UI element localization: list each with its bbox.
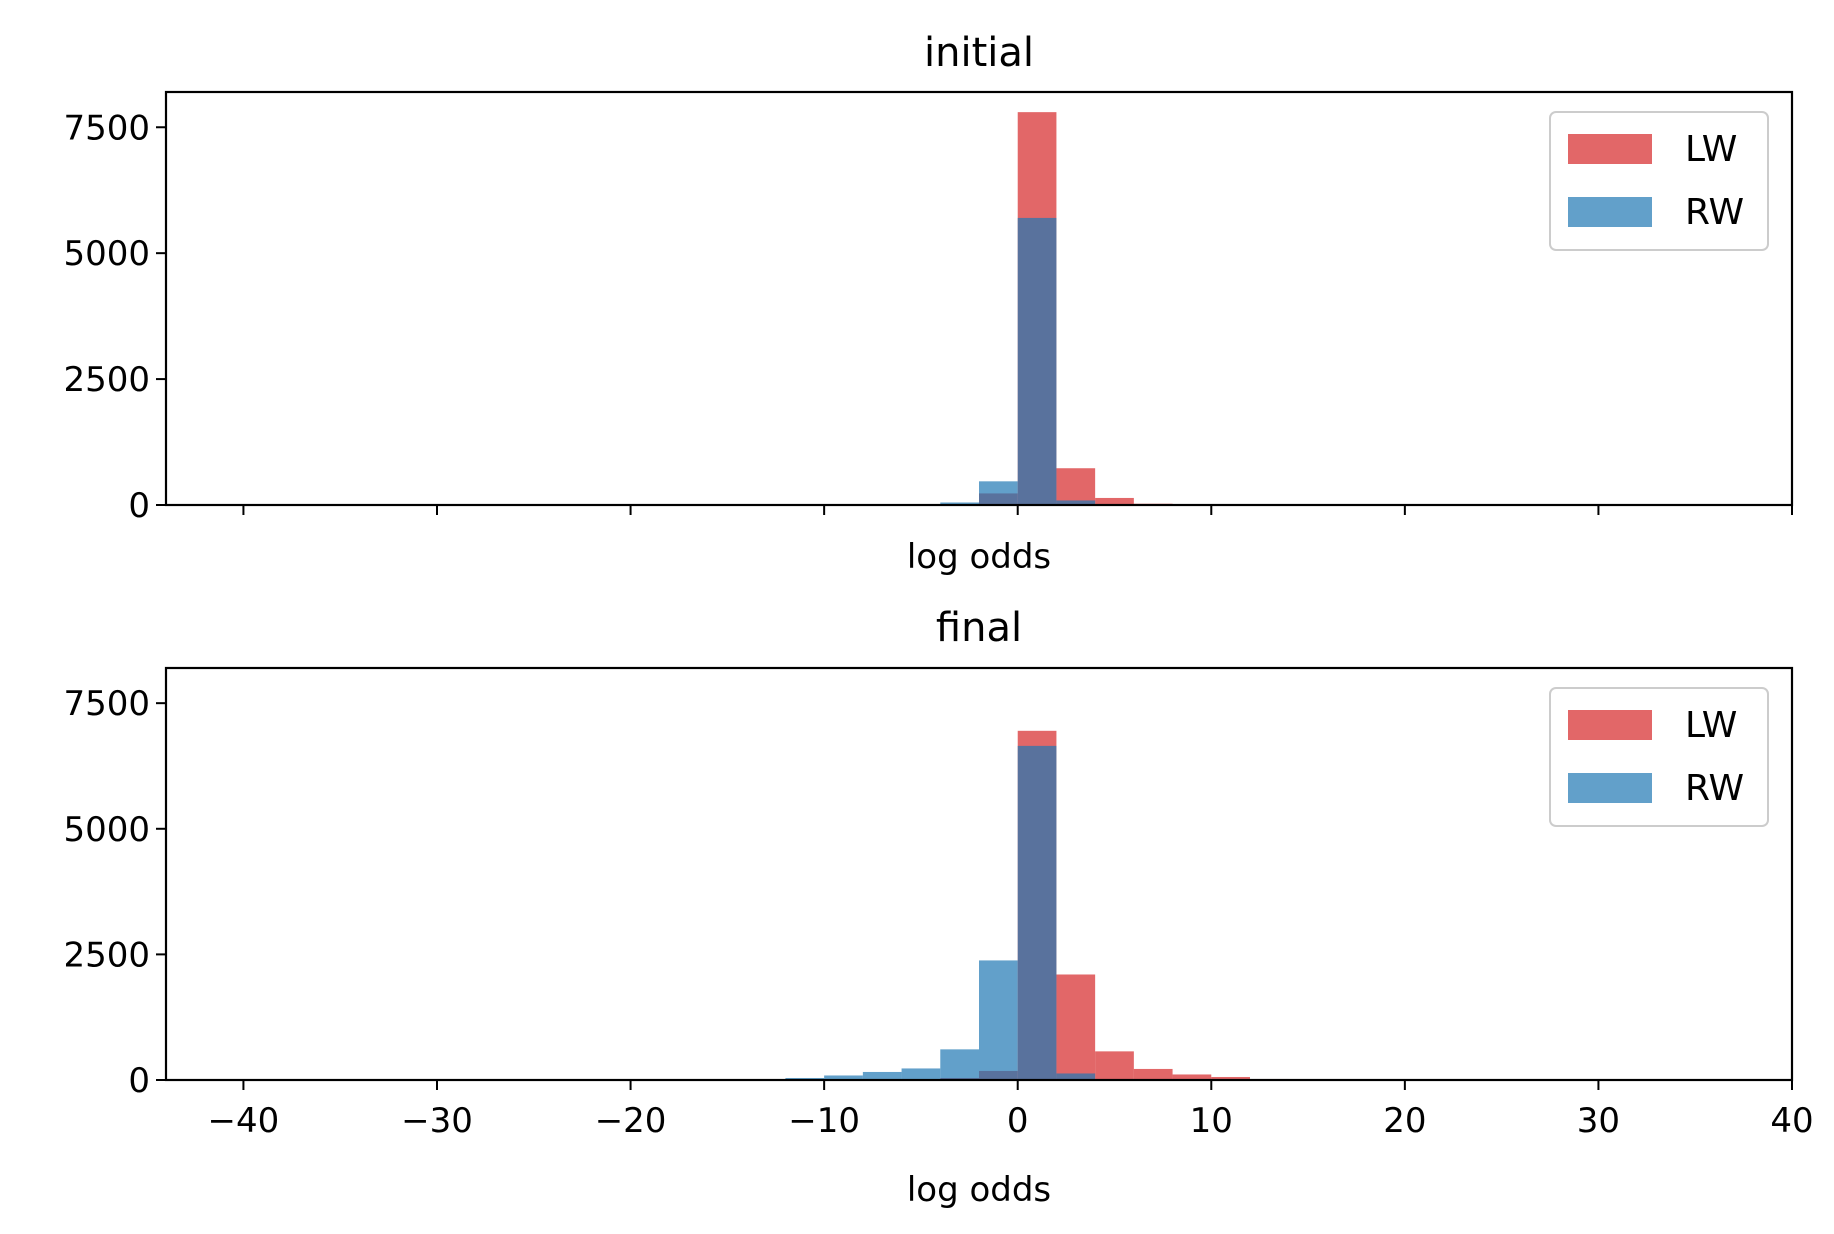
bar-LW-4 bbox=[1095, 497, 1134, 505]
y-tick-label: 2500 bbox=[63, 935, 150, 975]
legend-swatch-RW bbox=[1568, 197, 1652, 227]
panel-title: initial bbox=[924, 30, 1034, 76]
x-tick-label: −20 bbox=[595, 1101, 667, 1141]
legend-label-LW: LW bbox=[1685, 129, 1737, 170]
panel-title: final bbox=[936, 605, 1022, 651]
legend-swatch-LW bbox=[1568, 710, 1652, 740]
bar-RW--2 bbox=[979, 960, 1018, 1080]
bar-RW-0 bbox=[1017, 745, 1057, 1080]
y-tick-label: 5000 bbox=[63, 810, 150, 850]
legend-label-RW: RW bbox=[1685, 192, 1744, 233]
x-tick-label: 0 bbox=[1007, 1101, 1029, 1141]
x-tick-label: 20 bbox=[1383, 1101, 1426, 1141]
x-tick-label: −10 bbox=[788, 1101, 860, 1141]
x-tick-label: −30 bbox=[401, 1101, 473, 1141]
bar-LW-2 bbox=[1056, 468, 1096, 505]
subplot-final: final 0 2500 5000 7500 −40 −30 −20 −10 0 10 20 30 40 l… bbox=[63, 605, 1813, 1210]
axes-frame bbox=[164, 666, 1794, 1082]
bar-RW-2 bbox=[1056, 500, 1096, 505]
legend: LW RW bbox=[1549, 111, 1769, 251]
y-tick-label: 0 bbox=[128, 486, 150, 526]
x-axis-label: log odds bbox=[907, 1170, 1051, 1210]
x-tick-label: 30 bbox=[1577, 1101, 1620, 1141]
legend: LW RW bbox=[1549, 687, 1769, 827]
axes-frame bbox=[164, 90, 1794, 507]
bar-RW--10 bbox=[824, 1075, 863, 1080]
bars bbox=[746, 730, 1289, 1080]
y-tick-label: 2500 bbox=[63, 360, 150, 400]
legend-label-LW: LW bbox=[1685, 705, 1737, 746]
y-tick-label: 7500 bbox=[63, 684, 150, 724]
x-tick-label: 10 bbox=[1190, 1101, 1233, 1141]
bar-RW-0 bbox=[1017, 217, 1057, 505]
bar-RW-2 bbox=[1056, 1073, 1096, 1080]
bar-LW-6 bbox=[1133, 1068, 1173, 1080]
bar-LW-4 bbox=[1095, 1051, 1134, 1080]
x-tick-label: 40 bbox=[1770, 1101, 1813, 1141]
bar-RW--4 bbox=[940, 502, 979, 505]
bars bbox=[901, 112, 1212, 505]
x-tick-label: −40 bbox=[208, 1101, 280, 1141]
legend-swatch-RW bbox=[1568, 773, 1652, 803]
subplot-initial: initial 0 2500 5000 7500 log odds LW RW bbox=[63, 30, 1794, 577]
legend-swatch-LW bbox=[1568, 134, 1652, 164]
y-tick-label: 0 bbox=[128, 1061, 150, 1101]
bar-RW--8 bbox=[862, 1071, 902, 1080]
bar-LW-8 bbox=[1172, 1074, 1212, 1080]
y-tick-label: 5000 bbox=[63, 234, 150, 274]
legend-label-RW: RW bbox=[1685, 768, 1744, 809]
y-tick-label: 7500 bbox=[63, 108, 150, 148]
bar-RW--4 bbox=[940, 1049, 979, 1080]
x-axis-label: log odds bbox=[907, 537, 1051, 577]
bar-LW-10 bbox=[1211, 1076, 1250, 1080]
bar-LW-2 bbox=[1056, 974, 1096, 1080]
bar-RW--2 bbox=[979, 481, 1018, 505]
bar-RW--6 bbox=[901, 1068, 941, 1080]
